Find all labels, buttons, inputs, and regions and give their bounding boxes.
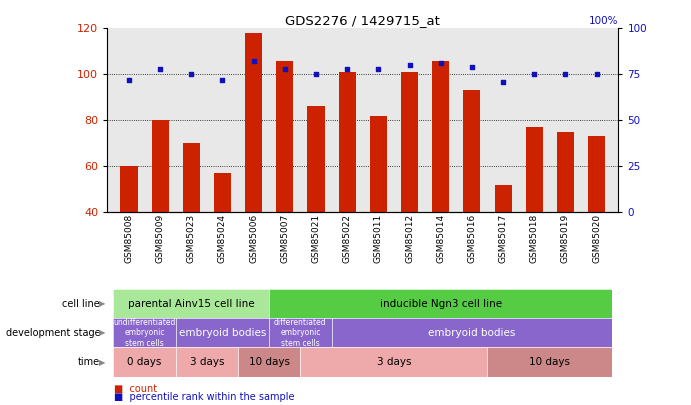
Text: cell line: cell line <box>62 299 100 309</box>
Text: 3 days: 3 days <box>377 357 411 367</box>
Text: 100%: 100% <box>589 15 618 26</box>
Bar <box>307 107 325 212</box>
Point <box>560 71 571 78</box>
Text: time: time <box>78 357 100 367</box>
Point <box>279 66 290 72</box>
Text: differentiated
embryonic
stem cells: differentiated embryonic stem cells <box>274 318 327 348</box>
Bar <box>526 127 543 212</box>
Bar <box>557 132 574 212</box>
Point <box>248 58 259 65</box>
Point <box>466 64 477 70</box>
Text: embryoid bodies: embryoid bodies <box>428 328 515 338</box>
Text: parental Ainv15 cell line: parental Ainv15 cell line <box>128 299 254 309</box>
Point <box>310 71 321 78</box>
Bar <box>370 116 387 212</box>
Point <box>217 77 228 83</box>
Point <box>186 71 197 78</box>
Point <box>155 66 166 72</box>
Text: 10 days: 10 days <box>249 357 290 367</box>
Text: development stage: development stage <box>6 328 100 338</box>
Bar <box>151 120 169 212</box>
Bar <box>432 60 449 212</box>
Text: inducible Ngn3 cell line: inducible Ngn3 cell line <box>379 299 502 309</box>
Point <box>404 62 415 68</box>
Title: GDS2276 / 1429715_at: GDS2276 / 1429715_at <box>285 14 440 27</box>
Bar <box>495 185 511 212</box>
Bar <box>214 173 231 212</box>
Text: undifferentiated
embryonic
stem cells: undifferentiated embryonic stem cells <box>113 318 176 348</box>
Text: ▶: ▶ <box>99 328 106 337</box>
Bar <box>276 60 294 212</box>
Bar <box>339 72 356 212</box>
Point <box>498 79 509 85</box>
Text: 10 days: 10 days <box>529 357 570 367</box>
Bar <box>245 33 262 212</box>
Point <box>373 66 384 72</box>
Point <box>529 71 540 78</box>
Text: ■  count: ■ count <box>114 384 157 394</box>
Text: ▶: ▶ <box>99 299 106 308</box>
Bar <box>588 136 605 212</box>
Text: ■  percentile rank within the sample: ■ percentile rank within the sample <box>114 392 294 402</box>
Text: embryoid bodies: embryoid bodies <box>179 328 266 338</box>
Text: ▶: ▶ <box>99 358 106 367</box>
Bar <box>182 143 200 212</box>
Bar <box>401 72 418 212</box>
Text: 0 days: 0 days <box>127 357 162 367</box>
Bar <box>120 166 138 212</box>
Text: 3 days: 3 days <box>189 357 224 367</box>
Bar <box>464 90 480 212</box>
Point <box>591 71 602 78</box>
Point <box>124 77 135 83</box>
Point <box>341 66 352 72</box>
Point <box>435 60 446 66</box>
